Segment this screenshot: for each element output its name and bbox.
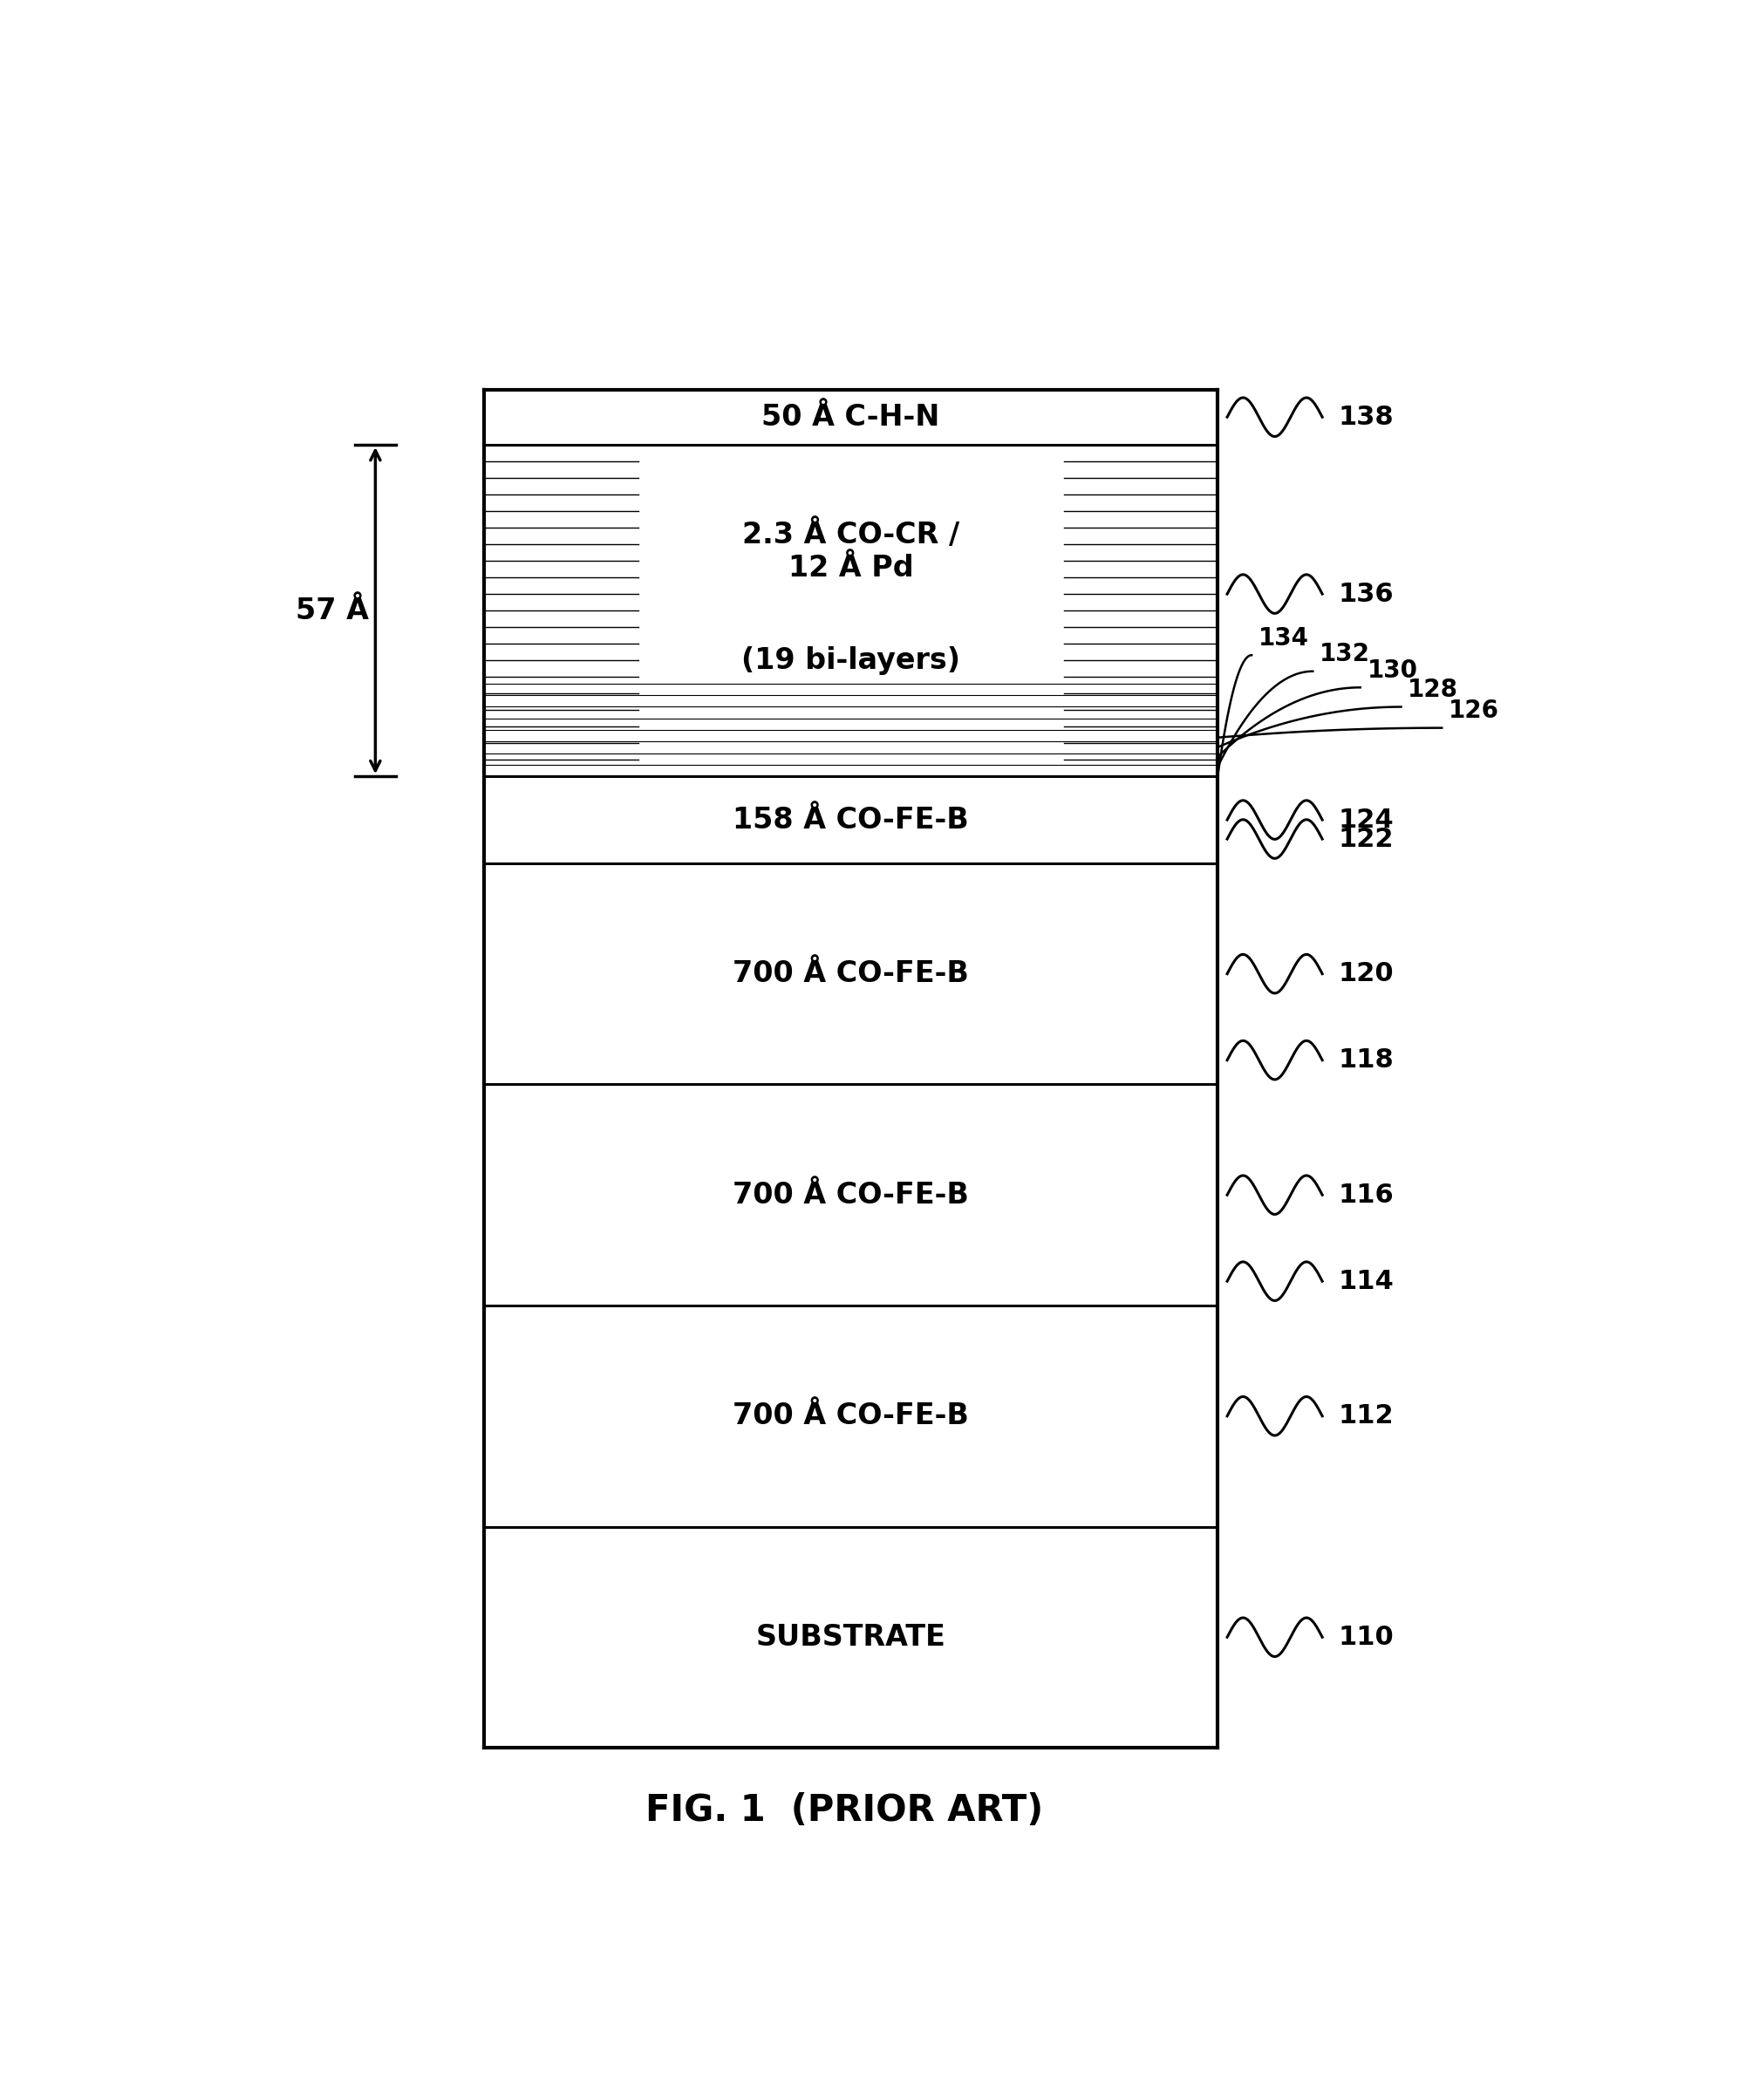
- Text: 130: 130: [1367, 657, 1418, 682]
- Text: 158 Å CO-FE-B: 158 Å CO-FE-B: [733, 806, 969, 834]
- Text: SUBSTRATE: SUBSTRATE: [756, 1623, 947, 1651]
- Text: 110: 110: [1339, 1625, 1394, 1651]
- Text: 700 Å CO-FE-B: 700 Å CO-FE-B: [733, 1401, 969, 1430]
- Text: 114: 114: [1339, 1268, 1394, 1294]
- Text: 700 Å CO-FE-B: 700 Å CO-FE-B: [733, 960, 969, 989]
- Text: 134: 134: [1259, 626, 1309, 651]
- Text: 126: 126: [1448, 699, 1499, 722]
- Text: 132: 132: [1320, 643, 1371, 666]
- Text: 50 Å C-H-N: 50 Å C-H-N: [763, 403, 940, 430]
- Text: 122: 122: [1339, 827, 1394, 853]
- Text: 57 Å: 57 Å: [296, 596, 368, 626]
- Text: FIG. 1  (PRIOR ART): FIG. 1 (PRIOR ART): [645, 1791, 1043, 1829]
- Text: 120: 120: [1339, 962, 1394, 987]
- Text: 136: 136: [1339, 582, 1394, 607]
- Text: 138: 138: [1339, 405, 1394, 430]
- Text: 118: 118: [1339, 1048, 1394, 1073]
- Text: 112: 112: [1339, 1403, 1394, 1428]
- Text: 116: 116: [1339, 1182, 1394, 1208]
- Text: 124: 124: [1339, 806, 1394, 832]
- Text: (19 bi-layers): (19 bi-layers): [742, 647, 961, 674]
- Text: 2.3 Å CO-CR /
12 Å Pd: 2.3 Å CO-CR / 12 Å Pd: [742, 519, 959, 582]
- Text: 128: 128: [1408, 678, 1458, 701]
- Text: 700 Å CO-FE-B: 700 Å CO-FE-B: [733, 1180, 969, 1210]
